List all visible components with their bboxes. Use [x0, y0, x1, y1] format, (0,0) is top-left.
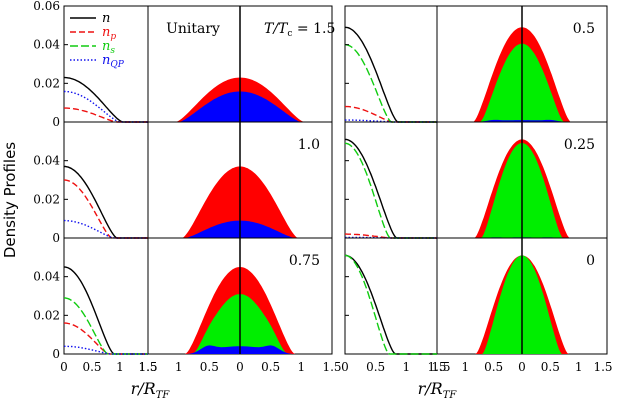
x-tick-label-mirror-zero: 0: [236, 360, 244, 374]
n-curve-4: [344, 138, 437, 239]
n-curve-1: [64, 165, 148, 239]
panel-frame-left-5: [344, 237, 438, 355]
nqp-curve-2: [64, 345, 148, 355]
x-tick-label-mirror-neg: 0.5: [200, 360, 219, 374]
n-curve-0: [63, 76, 148, 123]
y-tick-label-1: 0.02: [33, 192, 60, 206]
x-tick-label-left: 0.5: [82, 360, 101, 374]
x-tick-label-right-mirror-neg: 1: [462, 360, 470, 374]
y-axis-label: Density Profiles: [1, 142, 19, 258]
temperature-label-1: 1.0: [298, 137, 320, 153]
x-tick-label-left: 1: [116, 360, 124, 374]
nqp-curve-0: [64, 90, 148, 123]
legend-label-ns: ns: [102, 39, 115, 56]
np-curve-2: [64, 322, 148, 355]
x-tick-label-mirror-pos: 1.5: [322, 360, 341, 374]
temperature-label-0: T/Tc = 1.5: [264, 21, 335, 39]
x-tick-label-right-mirror-neg: 1.5: [431, 360, 450, 374]
panel-frame-left-3: [344, 5, 438, 123]
x-tick-label-left: 0: [60, 360, 68, 374]
x-tick-label-mirror-neg: 1: [175, 360, 183, 374]
n-curve-2: [63, 266, 148, 355]
np-curve-3: [344, 105, 437, 123]
ns-curve-4: [344, 142, 437, 239]
y-tick-label-0: 0.02: [33, 76, 60, 90]
unitary-label: Unitary: [166, 21, 220, 37]
x-axis-label-right: r/RTF: [418, 379, 458, 401]
np-curve-0: [64, 107, 148, 123]
panel-frame-left-2: [63, 237, 149, 355]
n-curve-5: [344, 254, 437, 355]
y-tick-label-1: 0: [52, 231, 60, 245]
x-tick-label-mirror-pos: 0.5: [261, 360, 280, 374]
x-tick-label-right-mirror-zero: 0: [518, 360, 526, 374]
legend-label-np: np: [102, 25, 116, 42]
panel-frame-left-4: [344, 121, 438, 239]
np-curve-1: [63, 179, 148, 239]
x-tick-label-right: 1: [403, 360, 411, 374]
y-tick-label-0: 0.04: [33, 38, 60, 52]
x-tick-label-right: 0: [341, 360, 349, 374]
y-tick-label-0: 0.06: [33, 0, 60, 13]
x-tick-label-right-mirror-neg: 0.5: [484, 360, 503, 374]
y-tick-label-0: 0: [52, 115, 60, 129]
legend-label-n: n: [102, 11, 110, 26]
y-tick-label-1: 0.04: [33, 154, 60, 168]
y-tick-label-2: 0.04: [33, 270, 60, 284]
x-tick-label-right: 1.5: [427, 360, 446, 374]
ns-curve-5: [344, 254, 437, 355]
x-tick-label-right-mirror-pos: 1: [575, 360, 583, 374]
x-tick-label-left: 1.5: [138, 360, 157, 374]
x-tick-label-right-mirror-pos: 1.5: [593, 360, 612, 374]
temperature-label-3: 0.5: [573, 21, 595, 37]
nqp-curve-1: [64, 219, 148, 239]
x-tick-label-right: 0.5: [366, 360, 385, 374]
temperature-label-2: 0.75: [289, 253, 320, 269]
x-tick-label-mirror-neg: 1.5: [138, 360, 157, 374]
x-tick-label-mirror-pos: 1: [298, 360, 306, 374]
y-tick-label-2: 0.02: [33, 308, 60, 322]
temperature-label-4: 0.25: [564, 137, 595, 153]
legend-label-nqp: nQP: [102, 53, 125, 70]
x-axis-label-left: r/RTF: [131, 379, 171, 401]
temperature-label-5: 0: [586, 253, 595, 269]
y-tick-label-2: 0: [52, 347, 60, 361]
x-tick-label-right-mirror-pos: 0.5: [541, 360, 560, 374]
